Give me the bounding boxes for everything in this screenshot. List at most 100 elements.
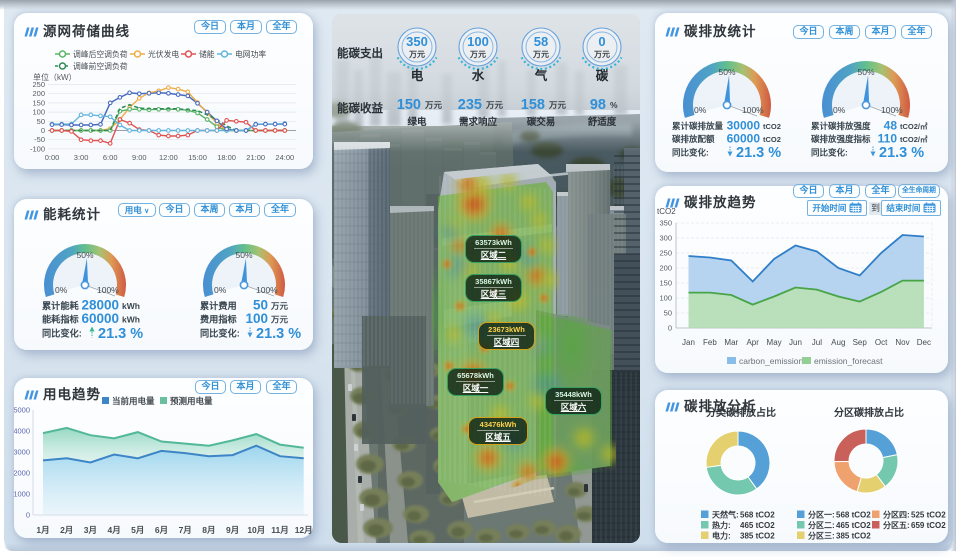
svg-text:100%: 100% (256, 285, 278, 295)
svg-text:万元: 万元 (424, 100, 443, 110)
svg-text:100%: 100% (881, 105, 903, 115)
svg-text:同比变化:: 同比变化: (811, 148, 848, 158)
svg-text:Apr: Apr (746, 338, 759, 347)
svg-text:-100: -100 (30, 144, 45, 153)
svg-text:235: 235 (458, 97, 482, 113)
svg-text:tCO2/㎡: tCO2/㎡ (900, 121, 928, 131)
svg-text:250: 250 (32, 80, 45, 89)
svg-text:100%: 100% (742, 105, 764, 115)
svg-text:158: 158 (521, 97, 545, 113)
svg-text:3000: 3000 (14, 448, 30, 457)
svg-text:Mar: Mar (724, 338, 738, 347)
svg-text:110: 110 (878, 132, 898, 146)
svg-text:60000: 60000 (81, 311, 119, 326)
svg-text:光伏发电: 光伏发电 (148, 49, 179, 59)
svg-text:Dec: Dec (917, 338, 931, 347)
svg-text:Aug: Aug (831, 338, 845, 347)
svg-text:100: 100 (467, 34, 489, 49)
svg-text:150: 150 (397, 97, 421, 113)
svg-text:465 tCO2: 465 tCO2 (740, 521, 775, 530)
svg-text:50: 50 (253, 298, 268, 313)
svg-text:电: 电 (411, 68, 424, 83)
svg-text:24:00: 24:00 (275, 153, 294, 162)
svg-text:0: 0 (41, 126, 45, 135)
svg-text:tCO2: tCO2 (657, 207, 676, 216)
svg-text:21.3 %: 21.3 % (879, 145, 924, 161)
svg-text:kWh: kWh (122, 301, 140, 311)
svg-text:调峰前空调负荷: 调峰前空调负荷 (73, 61, 128, 71)
svg-text:同比变化:: 同比变化: (42, 328, 82, 339)
svg-text:18:00: 18:00 (217, 153, 236, 162)
svg-text:6:00: 6:00 (103, 153, 118, 162)
svg-text:Sep: Sep (853, 338, 868, 347)
svg-text:9月: 9月 (226, 525, 239, 535)
svg-text:2000: 2000 (14, 469, 30, 478)
svg-text:525 tCO2: 525 tCO2 (911, 511, 946, 520)
svg-text:150: 150 (32, 98, 45, 107)
svg-text:累计能耗: 累计能耗 (42, 300, 80, 311)
svg-text:3:00: 3:00 (74, 153, 89, 162)
svg-text:May: May (767, 338, 782, 347)
svg-text:分区一:: 分区一: (808, 510, 835, 520)
svg-text:储能: 储能 (199, 49, 215, 59)
svg-text:tCO2/㎡: tCO2/㎡ (900, 134, 928, 144)
svg-text:15:00: 15:00 (188, 153, 207, 162)
svg-text:分区三:: 分区三: (808, 531, 835, 541)
svg-text:0%: 0% (214, 285, 227, 295)
svg-text:7月: 7月 (179, 525, 192, 535)
svg-text:累计碳排放强度: 累计碳排放强度 (811, 121, 871, 131)
svg-text:9:00: 9:00 (132, 153, 147, 162)
svg-text:21.3 %: 21.3 % (98, 326, 143, 342)
svg-text:0: 0 (26, 511, 30, 520)
svg-text:100: 100 (245, 311, 268, 326)
svg-text:5000: 5000 (14, 406, 30, 415)
svg-text:100: 100 (32, 108, 45, 117)
svg-text:同比变化:: 同比变化: (672, 148, 709, 158)
svg-text:万元: 万元 (270, 301, 289, 311)
svg-text:12:00: 12:00 (159, 153, 178, 162)
svg-text:累计费用: 累计费用 (200, 300, 237, 311)
svg-text:分区五:: 分区五: (883, 520, 910, 530)
svg-text:需求响应: 需求响应 (459, 116, 498, 128)
svg-text:万元: 万元 (270, 315, 289, 325)
svg-text:50%: 50% (857, 67, 874, 77)
svg-text:水: 水 (472, 68, 485, 83)
svg-text:绿电: 绿电 (407, 116, 427, 128)
svg-text:碳排放强度指标: 碳排放强度指标 (811, 134, 871, 144)
svg-text:50: 50 (664, 309, 672, 318)
svg-text:费用指标: 费用指标 (200, 314, 238, 325)
svg-text:21:00: 21:00 (246, 153, 265, 162)
svg-text:2月: 2月 (60, 525, 73, 535)
svg-text:tCO2: tCO2 (763, 135, 781, 144)
svg-text:0%: 0% (833, 105, 846, 115)
svg-text:50%: 50% (235, 250, 252, 260)
svg-text:万元: 万元 (469, 50, 486, 59)
svg-text:48: 48 (884, 119, 898, 133)
svg-text:0:00: 0:00 (45, 153, 60, 162)
svg-text:4000: 4000 (14, 427, 30, 436)
svg-text:kWh: kWh (122, 315, 140, 325)
svg-text:电力:: 电力: (712, 531, 731, 541)
svg-text:carbon_emission: carbon_emission (739, 356, 804, 366)
svg-text:350: 350 (406, 34, 428, 49)
svg-text:分区四:: 分区四: (883, 510, 910, 520)
svg-text:1000: 1000 (14, 490, 30, 499)
svg-text:预测用电量: 预测用电量 (170, 396, 213, 406)
svg-text:气: 气 (534, 68, 548, 83)
svg-text:分类碳排放占比: 分类碳排放占比 (706, 406, 776, 419)
svg-text:6月: 6月 (155, 525, 168, 535)
svg-text:100: 100 (659, 294, 672, 303)
svg-text:28000: 28000 (81, 298, 119, 313)
svg-text:150: 150 (659, 279, 672, 288)
svg-text:1月: 1月 (36, 525, 49, 535)
svg-text:21.3 %: 21.3 % (736, 145, 781, 161)
svg-text:Oct: Oct (875, 338, 888, 347)
svg-text:385 tCO2: 385 tCO2 (740, 532, 775, 541)
svg-text:%: % (610, 100, 618, 110)
svg-text:0: 0 (598, 34, 605, 49)
svg-text:单位（kW）: 单位（kW） (33, 72, 77, 82)
svg-text:tCO2: tCO2 (763, 122, 781, 131)
svg-text:万元: 万元 (532, 50, 549, 59)
svg-text:50%: 50% (718, 67, 735, 77)
svg-text:5月: 5月 (131, 525, 144, 535)
